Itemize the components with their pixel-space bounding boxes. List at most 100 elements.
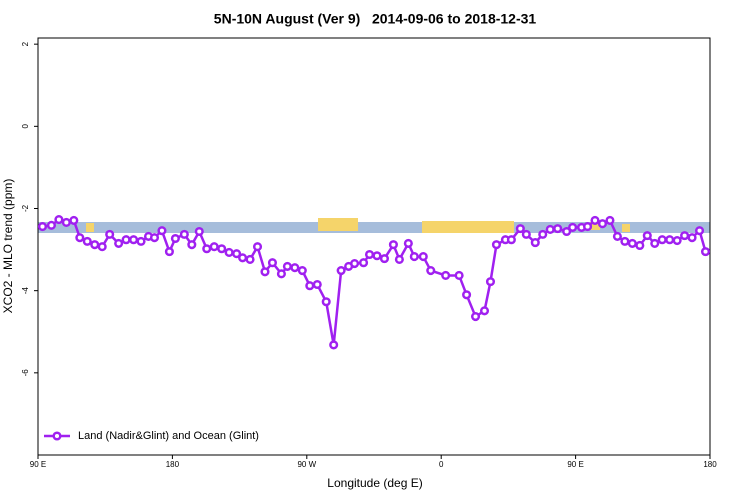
data-point (403, 238, 413, 248)
data-point (61, 217, 71, 228)
data-point (194, 226, 204, 237)
data-point (105, 229, 115, 239)
x-tick-label: 180 (166, 460, 180, 469)
data-point (515, 224, 525, 234)
y-tick-label: -2 (21, 204, 30, 212)
data-point (582, 222, 593, 232)
data-point (590, 215, 600, 225)
legend-label: Land (Nadir&Glint) and Ocean (Glint) (78, 430, 259, 442)
x-tick-label: 90 E (30, 460, 46, 469)
data-point (114, 238, 124, 248)
data-point (276, 269, 286, 279)
data-point (568, 222, 578, 232)
data-point (97, 242, 107, 252)
x-tick-label: 0 (439, 460, 444, 469)
data-point (627, 238, 637, 248)
data-point (37, 222, 48, 232)
data-point (336, 265, 346, 276)
data-point (650, 238, 660, 248)
data-point (441, 270, 451, 281)
data-point (350, 258, 360, 269)
data-point (426, 265, 436, 276)
data-point (46, 220, 56, 230)
data-point (179, 229, 189, 239)
data-point (597, 219, 608, 229)
data-point (454, 270, 464, 281)
data-point (672, 235, 682, 246)
data-point (379, 254, 390, 264)
x-tick-label: 90 E (567, 460, 583, 469)
data-point (612, 231, 622, 241)
y-tick-label: 0 (21, 124, 30, 129)
y-axis-label: XCO2 - MLO trend (ppm) (1, 179, 15, 314)
legend-marker (52, 431, 62, 441)
data-point (680, 231, 690, 241)
data-point (260, 267, 270, 277)
data-point (305, 281, 315, 291)
data-point (267, 258, 278, 268)
data-point (462, 290, 472, 300)
data-point (620, 236, 630, 246)
data-point (470, 311, 481, 322)
data-point (418, 252, 428, 262)
data-point (657, 235, 667, 245)
x-tick-label: 180 (703, 460, 717, 469)
data-point (75, 233, 85, 243)
data-point (157, 226, 167, 236)
data-point (372, 251, 382, 261)
data-point (290, 263, 300, 273)
data-point (485, 277, 496, 287)
x-tick-label: 90 W (297, 460, 316, 469)
data-point (224, 247, 234, 258)
data-point (54, 215, 64, 225)
data-point (245, 254, 255, 264)
data-point (90, 240, 100, 250)
data-point (209, 242, 219, 252)
data-point (388, 240, 398, 250)
data-point (69, 215, 79, 225)
data-point (202, 244, 212, 254)
data-point (506, 235, 516, 245)
data-point (479, 306, 490, 316)
plot-frame (37, 37, 711, 456)
data-point (642, 231, 652, 241)
map-strip (38, 218, 710, 233)
data-point (136, 236, 146, 246)
data-point (321, 297, 331, 307)
data-point (238, 253, 248, 263)
data-point (562, 226, 572, 237)
data-point (312, 279, 322, 290)
data-point (530, 238, 540, 248)
x-axis-label: Longitude (deg E) (327, 476, 422, 490)
data-point (164, 247, 174, 257)
chart-title: 5N-10N August (Ver 9) 2014-09-06 to 2018… (214, 11, 537, 27)
data-point (694, 226, 705, 236)
data-point (129, 235, 139, 245)
data-point (170, 233, 180, 244)
data-point (149, 233, 160, 243)
data-point (364, 249, 375, 260)
data-point (232, 249, 242, 259)
y-tick-label: -4 (21, 287, 30, 295)
data-point (121, 235, 131, 245)
data-point (282, 261, 292, 271)
data-point (635, 240, 645, 251)
data-point (538, 229, 548, 239)
y-tick-label: -6 (21, 369, 30, 377)
data-point (217, 244, 227, 254)
data-point (553, 224, 563, 234)
data-point (409, 252, 419, 262)
data-point (545, 224, 555, 235)
data-point (329, 340, 339, 350)
data-point (700, 247, 711, 257)
data-point (252, 242, 263, 252)
data-point (358, 258, 369, 268)
data-point (82, 236, 92, 246)
y-tick-label: 2 (21, 41, 30, 46)
data-point (605, 215, 615, 225)
data-point (665, 235, 675, 245)
data-point (297, 265, 307, 276)
data-point (521, 229, 531, 239)
data-point (491, 240, 502, 250)
